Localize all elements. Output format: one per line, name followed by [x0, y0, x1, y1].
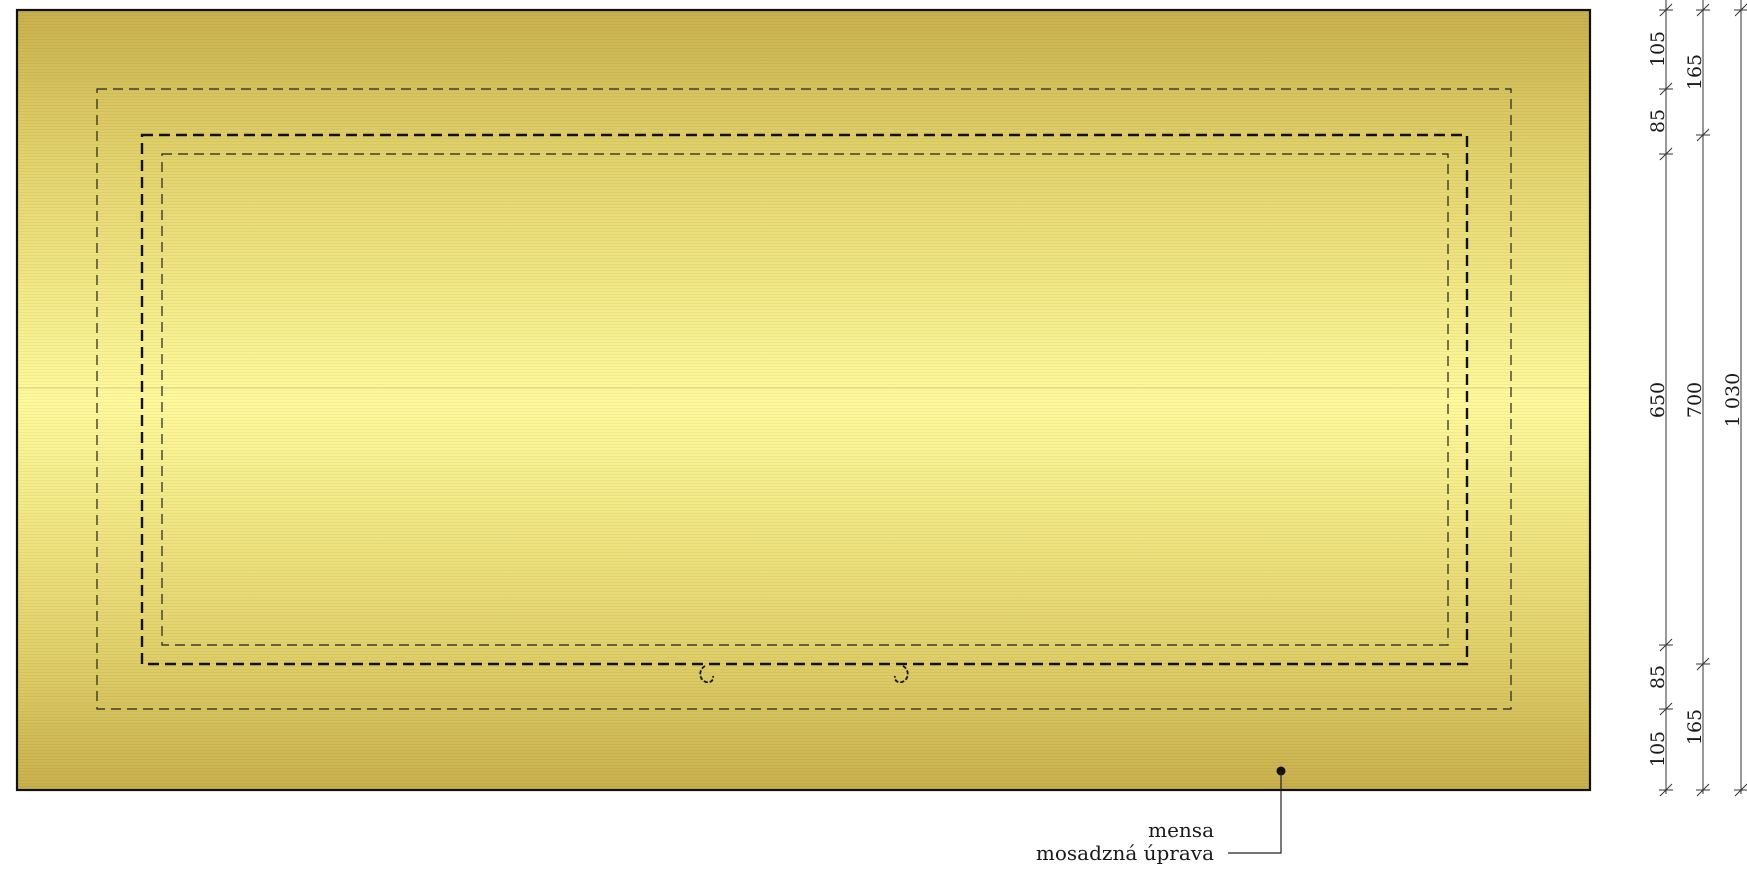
callout-line-2: mosadzná úprava: [1036, 841, 1214, 865]
dim-chain-1-lower: 85: [1647, 665, 1669, 689]
inner-dashed-outline: [161, 153, 1449, 646]
mensa-panel: [15, 8, 1592, 792]
dim-chain-1-upper: 85: [1647, 109, 1669, 133]
outer-dashed-outline: [96, 88, 1512, 710]
hook-icon: [893, 665, 909, 684]
dim-overall-label: 1 030: [1722, 373, 1744, 427]
callout-leader: [1228, 766, 1286, 854]
dim-chain-1-top: 105: [1647, 31, 1669, 67]
hook-icon: [699, 665, 715, 684]
dim-chain-2-bottom: 165: [1684, 709, 1706, 745]
mensa-panel-texture: [17, 10, 1590, 790]
dim-chain-2-middle: 700: [1684, 382, 1706, 418]
dimension-chain-2: [1696, 0, 1710, 797]
middle-dashed-outline: [140, 133, 1469, 666]
dim-chain-1-middle: 650: [1647, 382, 1669, 418]
dimension-overall: [1734, 0, 1747, 797]
dimension-chain-1: [1659, 0, 1673, 797]
mensa-panel-outline: [15, 8, 1592, 792]
dim-chain-1-bottom: 105: [1647, 731, 1669, 767]
dim-chain-2-top: 165: [1684, 54, 1706, 90]
callout-line-1: mensa: [1148, 818, 1214, 842]
